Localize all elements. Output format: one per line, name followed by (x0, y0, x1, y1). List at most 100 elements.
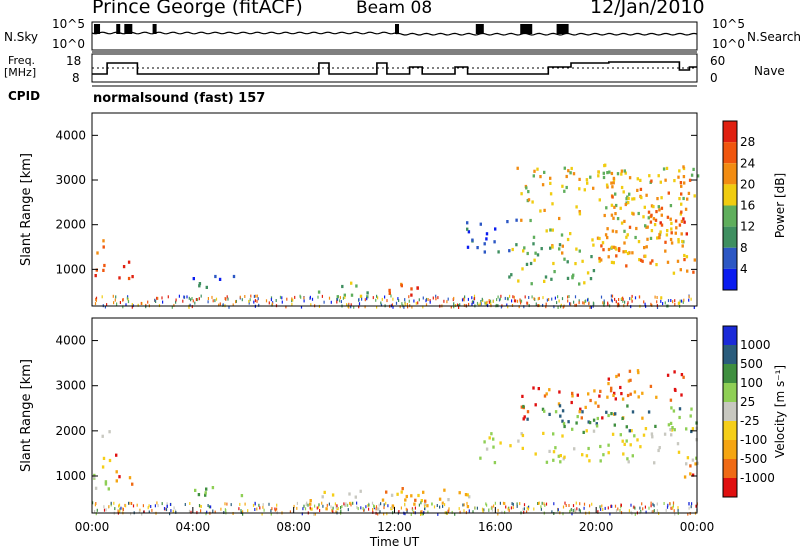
y-tick-label: 4000 (55, 128, 86, 142)
heatmap-cell (652, 510, 654, 514)
heatmap-cell (268, 301, 270, 305)
heatmap-cell (627, 196, 630, 201)
heatmap-cell (522, 507, 524, 511)
heatmap-cell (458, 306, 460, 309)
heatmap-cell (117, 509, 119, 513)
heatmap-cell (435, 294, 437, 298)
heatmap-cell (670, 231, 673, 235)
heatmap-cell (545, 305, 547, 309)
heatmap-cell (646, 225, 649, 229)
heatmap-cell (520, 301, 522, 305)
heatmap-cell (625, 425, 628, 429)
heatmap-cell (664, 178, 667, 182)
heatmap-cell (669, 421, 673, 425)
heatmap-cell (240, 509, 242, 513)
heatmap-cell (497, 250, 500, 254)
y-tick-label: 3000 (55, 379, 86, 393)
heatmap-cell (571, 427, 574, 431)
date-label: 12/Jan/2010 (590, 0, 705, 18)
heatmap-cell (341, 505, 343, 508)
heatmap-cell (673, 509, 675, 513)
heatmap-cell (679, 212, 682, 216)
heatmap-cell (683, 298, 685, 302)
heatmap-cell (271, 507, 273, 511)
heatmap-cell (497, 508, 499, 512)
heatmap-cell (414, 498, 417, 502)
heatmap-cell (585, 454, 589, 458)
heatmap-cell (496, 303, 498, 307)
heatmap-cell (328, 502, 330, 506)
heatmap-cell (543, 502, 545, 506)
heatmap-cell (377, 512, 379, 516)
heatmap-cell (454, 512, 456, 516)
heatmap-cell (172, 509, 174, 513)
heatmap-cell (672, 271, 676, 275)
x-tick-label: 16:00 (478, 520, 513, 534)
heatmap-cell (95, 512, 97, 516)
heatmap-cell (683, 181, 686, 185)
heatmap-cell (647, 210, 651, 214)
heatmap-cell (592, 429, 596, 433)
heatmap-cell (520, 218, 523, 222)
x-tick-label: 04:00 (176, 520, 211, 534)
heatmap-cell (143, 510, 145, 514)
heatmap-cell (611, 432, 615, 436)
heatmap-cell (674, 303, 676, 306)
heatmap-cell (512, 502, 514, 506)
heatmap-cell (131, 502, 133, 505)
heatmap-cell (619, 206, 622, 210)
heatmap-cell (490, 301, 492, 305)
heatmap-cell (131, 275, 134, 279)
heatmap-cell (404, 302, 406, 306)
heatmap-cell (610, 245, 614, 249)
heatmap-cell (617, 373, 620, 377)
heatmap-cell (372, 510, 374, 514)
heatmap-cell (629, 443, 632, 447)
heatmap-cell (641, 502, 643, 506)
heatmap-cell (661, 296, 663, 300)
heatmap-cell (515, 218, 518, 222)
heatmap-cell (291, 302, 293, 306)
heatmap-cell (610, 213, 614, 217)
heatmap-cell (585, 299, 587, 303)
heatmap-cell (616, 172, 620, 176)
heatmap-cell (463, 298, 465, 302)
heatmap-cell (148, 504, 150, 508)
heatmap-cell (205, 487, 208, 491)
heatmap-cell (622, 299, 624, 303)
heatmap-cell (226, 295, 228, 299)
heatmap-cell (427, 510, 429, 514)
heatmap-cell (599, 389, 602, 393)
heatmap-cell (602, 175, 606, 180)
heatmap-cell (665, 166, 669, 170)
heatmap-cell (619, 385, 622, 390)
heatmap-cell (691, 458, 695, 462)
heatmap-cell (626, 457, 629, 461)
heatmap-cell (309, 506, 311, 510)
noise-search-spike (116, 24, 121, 34)
heatmap-cell (633, 505, 635, 509)
heatmap-cell (447, 498, 450, 502)
heatmap-cell (662, 302, 664, 306)
heatmap-cell (554, 410, 558, 414)
heatmap-cell (613, 205, 616, 209)
heatmap-cell (651, 510, 653, 514)
heatmap-cell (664, 240, 667, 244)
heatmap-cell (549, 176, 552, 180)
heatmap-cell (607, 506, 609, 510)
heatmap-cell (561, 244, 564, 248)
heatmap-cell (481, 507, 484, 511)
y-axis-label: Slant Range [km] (19, 153, 34, 266)
heatmap-cell (575, 501, 577, 505)
heatmap-cell (410, 293, 413, 297)
heatmap-cell (682, 165, 685, 169)
heatmap-cell (541, 407, 545, 411)
heatmap-cell (522, 404, 525, 409)
heatmap-cell (652, 217, 656, 221)
heatmap-cell (420, 510, 422, 514)
heatmap-cell (115, 453, 118, 457)
heatmap-cell (420, 501, 422, 505)
heatmap-cell (398, 299, 400, 302)
heatmap-cell (519, 502, 521, 506)
heatmap-cell (672, 504, 674, 508)
